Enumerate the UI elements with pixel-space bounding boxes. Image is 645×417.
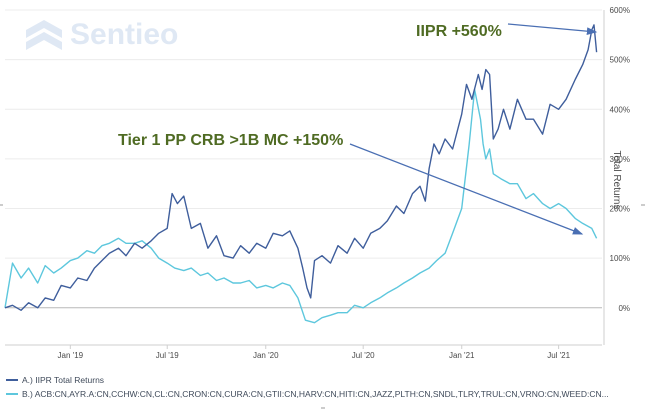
series-line-iipr [4,24,598,311]
x-tick-label: Jan '19 [58,351,84,360]
annotation-tier1-arrow [349,143,584,235]
legend-label-b: B.) ACB:CN,AYR.A:CN,CCHW:CN,CL:CN,CRON:C… [22,389,609,399]
y-axis-label: Total Returns [611,151,622,210]
series-line-tier1-basket [4,88,598,324]
y-tick-label: 100% [610,254,630,263]
x-tick-label: Jan '20 [253,351,279,360]
legend-swatch-b [6,393,18,395]
annotation-iipr-arrow [507,23,598,36]
legend-item-b[interactable]: B.) ACB:CN,AYR.A:CN,CCHW:CN,CL:CN,CRON:C… [6,389,609,399]
gridlines [5,9,605,349]
y-tick-label: 0% [618,304,630,313]
x-tick-label: Jul '20 [352,351,375,360]
sentieo-logo-text: Sentieo [70,18,178,51]
legend-item-a[interactable]: A.) IIPR Total Returns [6,375,104,385]
annotation-tier1: Tier 1 PP CRB >1B MC +150% [118,132,343,149]
sentieo-logo: Sentieo [26,18,178,51]
annotation-iipr: IIPR +560% [416,23,502,40]
y-axis-tick-labels: 0% 100% 200% 300% 400% 500% 600% [610,6,630,313]
x-tick-label: Jul '21 [547,351,570,360]
y-tick-label: 400% [610,105,630,114]
sentieo-chevron-logo-icon [26,20,62,50]
y-tick-label: 500% [610,56,630,65]
legend-swatch-a [6,379,18,381]
y-tick-label: 200% [610,205,630,214]
x-axis-tick-labels: Jan '19 Jul '19 Jan '20 Jul '20 Jan '21 Jul '… [58,351,571,360]
legend-label-a: A.) IIPR Total Returns [22,375,105,385]
x-tick-label: Jan '21 [449,351,475,360]
x-tick-label: Jul '19 [156,351,179,360]
series-lines [4,24,598,324]
y-tick-label: 300% [610,155,630,164]
y-tick-label: 600% [610,6,630,15]
